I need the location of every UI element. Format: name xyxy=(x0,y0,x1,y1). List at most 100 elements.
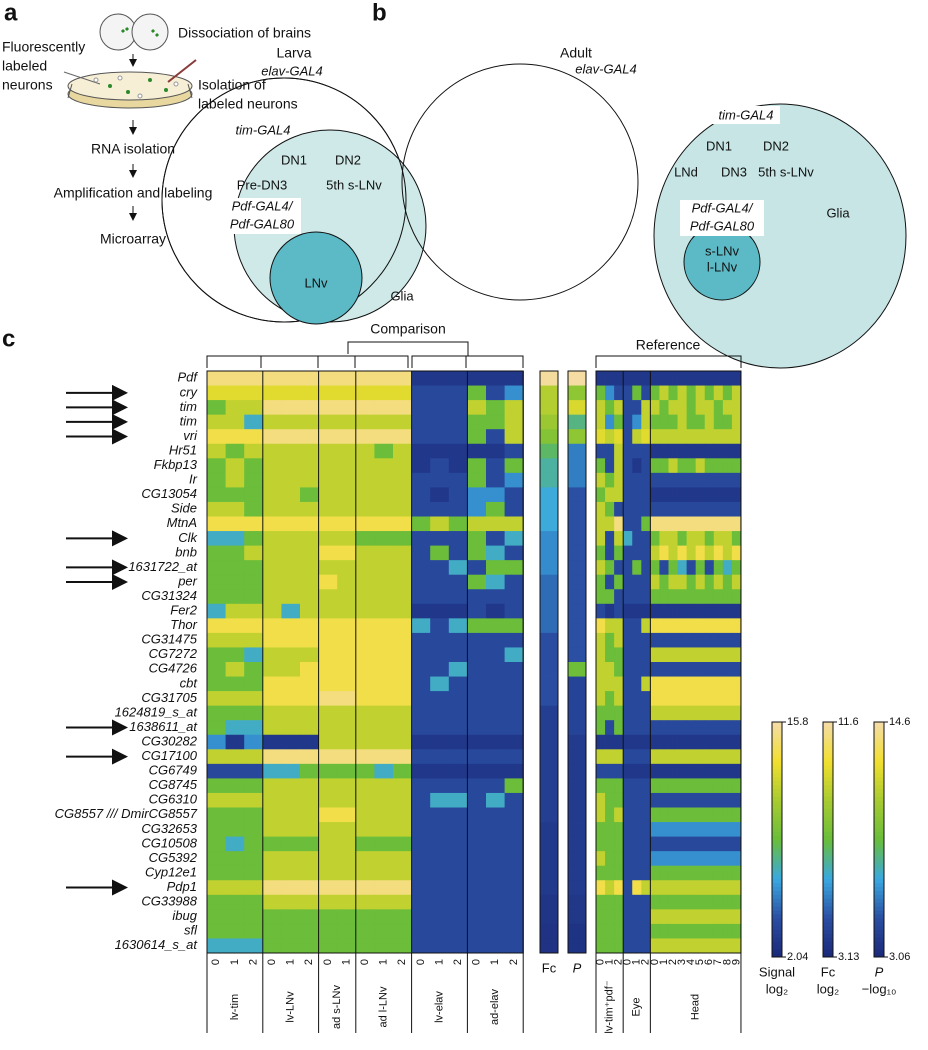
heat-cell xyxy=(722,923,733,939)
colorbar-step xyxy=(823,780,833,786)
heat-cell xyxy=(704,851,715,867)
heat-cell xyxy=(722,618,733,634)
sample-label: 3 xyxy=(676,959,688,965)
colorbar-step xyxy=(772,796,782,801)
heat-cell xyxy=(244,458,264,474)
heat-cell xyxy=(467,589,487,605)
heat-cell xyxy=(596,865,606,881)
heat-cell xyxy=(318,516,338,532)
heat-cell xyxy=(411,603,431,619)
heat-cell xyxy=(704,472,715,488)
panel-letter: a xyxy=(4,0,18,26)
heat-cell xyxy=(650,385,660,401)
heat-cell xyxy=(281,545,301,561)
heat-cell xyxy=(337,792,357,808)
heat-cell xyxy=(614,647,624,663)
heat-cell xyxy=(374,734,394,750)
heat-cell xyxy=(632,501,642,517)
heat-cell xyxy=(318,691,338,707)
heat-cell xyxy=(632,749,642,765)
colorbar-step xyxy=(772,800,782,805)
heat-cell xyxy=(641,923,651,939)
heat-cell xyxy=(704,632,715,648)
heat-cell xyxy=(467,705,487,721)
heat-cell xyxy=(659,632,669,648)
heat-cell xyxy=(262,531,282,546)
heat-cell xyxy=(605,472,615,488)
heat-cell xyxy=(605,458,615,474)
venn-label: DN1 xyxy=(706,138,732,153)
heat-cell xyxy=(207,531,226,546)
heat-cell xyxy=(207,560,226,576)
heat-cell xyxy=(300,647,319,663)
heat-cell xyxy=(623,472,633,488)
heat-cell xyxy=(486,662,505,677)
heat-cell xyxy=(244,400,264,416)
heat-cell xyxy=(207,807,226,823)
heat-cell xyxy=(467,560,487,576)
heat-cell xyxy=(448,662,468,677)
group-label: Head xyxy=(690,994,702,1020)
heat-cell xyxy=(596,545,606,561)
heat-cell xyxy=(695,705,706,721)
heat-cell xyxy=(623,458,633,474)
heat-cell xyxy=(448,618,468,634)
heat-cell xyxy=(731,385,742,401)
colorbar-step xyxy=(772,827,782,833)
heat-cell xyxy=(632,705,642,721)
heat-cell xyxy=(318,734,338,750)
heat-cell xyxy=(207,822,226,837)
heat-cell xyxy=(641,909,651,925)
heat-cell xyxy=(281,560,301,576)
heat-cell xyxy=(686,822,697,837)
heat-cell xyxy=(641,472,651,488)
heat-cell xyxy=(225,501,245,517)
gene-label: Hr51 xyxy=(169,442,197,457)
heat-cell xyxy=(355,763,375,779)
colorbar-step xyxy=(874,749,884,754)
heat-cell xyxy=(504,691,524,707)
colorbar-border xyxy=(771,721,783,958)
heat-cell xyxy=(318,807,338,823)
heat-cell xyxy=(695,385,706,401)
heat-cell xyxy=(393,909,412,925)
heat-cell xyxy=(318,400,338,416)
gene-label: Pdf xyxy=(177,370,198,385)
venn-label: DN1 xyxy=(281,152,307,167)
colorbar-step xyxy=(823,776,833,782)
heat-cell xyxy=(704,662,715,677)
heat-cell xyxy=(300,589,319,605)
heat-cell xyxy=(677,531,687,546)
heat-cell xyxy=(686,458,697,474)
colorbar-step xyxy=(772,741,782,746)
gene-label: sfl xyxy=(184,923,198,938)
heat-cell xyxy=(677,807,687,823)
heat-cell xyxy=(668,371,678,386)
heat-cell xyxy=(668,691,678,707)
heat-cell xyxy=(225,734,245,750)
heat-cell xyxy=(355,662,375,677)
heat-cell xyxy=(281,472,301,488)
colorbar-step xyxy=(823,745,833,750)
heat-cell xyxy=(568,880,586,896)
heat-cell xyxy=(614,589,624,605)
heat-cell xyxy=(605,734,615,750)
heat-cell xyxy=(486,923,505,939)
heat-cell xyxy=(355,938,375,954)
heat-cell xyxy=(731,662,742,677)
heat-cell xyxy=(411,531,431,546)
heat-cell xyxy=(641,938,651,954)
heat-cell xyxy=(448,836,468,852)
heat-cell xyxy=(448,880,468,896)
heat-cell xyxy=(668,763,678,779)
heat-cell xyxy=(486,865,505,881)
heat-cell xyxy=(623,531,633,546)
gene-label: CG33988 xyxy=(141,894,197,909)
heat-cell xyxy=(337,662,357,677)
heat-cell xyxy=(605,589,615,605)
heat-cell xyxy=(300,472,319,488)
heat-cell xyxy=(704,865,715,881)
heat-cell xyxy=(430,501,450,517)
sample-label: 1 xyxy=(433,959,445,965)
heat-cell xyxy=(650,836,660,852)
